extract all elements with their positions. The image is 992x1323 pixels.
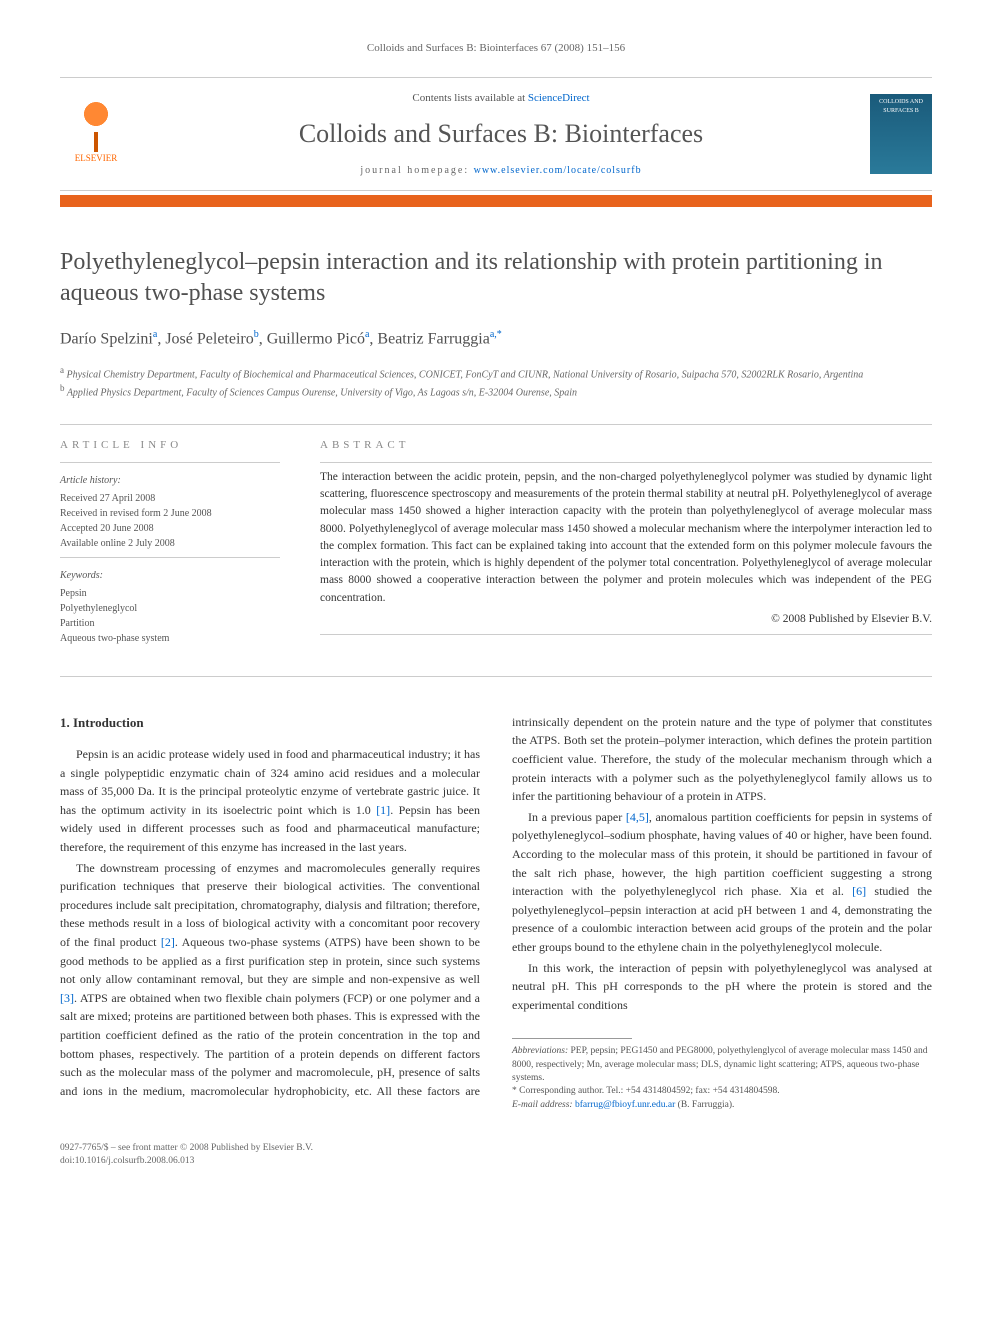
affiliation-a: a Physical Chemistry Department, Faculty… — [60, 364, 932, 382]
citation-45[interactable]: [4,5] — [626, 810, 649, 824]
elsevier-tree-icon — [71, 102, 121, 152]
paragraph-1: Pepsin is an acidic protease widely used… — [60, 745, 480, 857]
footnote-separator — [512, 1038, 632, 1039]
email-link[interactable]: bfarrug@fbioyf.unr.edu.ar — [575, 1100, 675, 1110]
journal-cover-thumbnail: COLLOIDS AND SURFACES B — [870, 94, 932, 174]
info-divider — [60, 462, 280, 463]
abstract-copyright: © 2008 Published by Elsevier B.V. — [320, 611, 932, 628]
abbrev-label: Abbreviations: — [512, 1046, 568, 1056]
contents-line: Contents lists available at ScienceDirec… — [132, 90, 870, 107]
section-divider — [60, 676, 932, 677]
journal-banner: ELSEVIER Contents lists available at Sci… — [60, 77, 932, 192]
history-item-3: Available online 2 July 2008 — [60, 536, 280, 551]
corresponding-mark: * — [497, 329, 502, 340]
journal-homepage-link[interactable]: www.elsevier.com/locate/colsurfb — [474, 165, 642, 176]
p3-text: In a previous paper — [528, 810, 626, 824]
citation-2[interactable]: [2] — [161, 935, 175, 949]
section-divider — [60, 424, 932, 425]
paragraph-3: In a previous paper [4,5], anomalous par… — [512, 808, 932, 957]
author-2: José Peleteiro — [165, 331, 253, 348]
info-divider — [60, 557, 280, 558]
author-4: Beatriz Farruggia — [377, 331, 489, 348]
corr-label: * Corresponding author. — [512, 1086, 606, 1096]
abbreviations-footnote: Abbreviations: PEP, pepsin; PEG1450 and … — [512, 1045, 932, 1085]
homepage-prefix: journal homepage: — [360, 165, 473, 176]
author-1: Darío Spelzini — [60, 331, 153, 348]
keyword-1: Polyethyleneglycol — [60, 601, 280, 616]
keywords-heading: Keywords: — [60, 568, 280, 583]
citation-1[interactable]: [1] — [376, 803, 390, 817]
running-header: Colloids and Surfaces B: Biointerfaces 6… — [60, 40, 932, 57]
section-number: 1. — [60, 715, 70, 730]
corresponding-footnote: * Corresponding author. Tel.: +54 431480… — [512, 1085, 932, 1098]
abstract-text: The interaction between the acidic prote… — [320, 469, 932, 607]
journal-banner-center: Contents lists available at ScienceDirec… — [132, 90, 870, 179]
history-item-2: Accepted 20 June 2008 — [60, 521, 280, 536]
author-4-aff: a, — [490, 329, 497, 340]
journal-homepage-line: journal homepage: www.elsevier.com/locat… — [132, 163, 870, 178]
keyword-3: Aqueous two-phase system — [60, 631, 280, 646]
history-item-1: Received in revised form 2 June 2008 — [60, 506, 280, 521]
article-body: 1. Introduction Pepsin is an acidic prot… — [60, 713, 932, 1112]
history-heading: Article history: — [60, 473, 280, 488]
abstract-divider — [320, 462, 932, 463]
journal-name: Colloids and Surfaces B: Biointerfaces — [132, 114, 870, 153]
publisher-name: ELSEVIER — [75, 152, 118, 166]
author-list: Darío Spelzinia, José Peleteirob, Guille… — [60, 327, 932, 351]
author-2-aff: b — [254, 329, 259, 340]
author-3-aff: a — [365, 329, 369, 340]
info-abstract-row: ARTICLE INFO Article history: Received 2… — [60, 437, 932, 646]
abstract-divider-bottom — [320, 634, 932, 635]
section-title: Introduction — [73, 715, 144, 730]
contents-prefix: Contents lists available at — [412, 92, 527, 104]
author-3: Guillermo Picó — [267, 331, 365, 348]
abstract-block: ABSTRACT The interaction between the aci… — [320, 437, 932, 646]
p4-text: In this work, the interaction of pepsin … — [512, 961, 932, 1012]
keyword-0: Pepsin — [60, 586, 280, 601]
affiliation-a-text: Physical Chemistry Department, Faculty o… — [67, 369, 864, 380]
sciencedirect-link[interactable]: ScienceDirect — [528, 92, 590, 104]
corr-text: Tel.: +54 4314804592; fax: +54 431480459… — [606, 1086, 779, 1096]
doi-line: doi:10.1016/j.colsurfb.2008.06.013 — [60, 1155, 932, 1168]
orange-divider-bar — [60, 195, 932, 207]
citation-6[interactable]: [6] — [852, 884, 866, 898]
abbrev-text: PEP, pepsin; PEG1450 and PEG8000, polyet… — [512, 1046, 927, 1083]
issn-line: 0927-7765/$ – see front matter © 2008 Pu… — [60, 1142, 932, 1155]
article-info-heading: ARTICLE INFO — [60, 437, 280, 454]
email-footnote: E-mail address: bfarrug@fbioyf.unr.edu.a… — [512, 1099, 932, 1112]
affiliations: a Physical Chemistry Department, Faculty… — [60, 364, 932, 401]
citation-3[interactable]: [3] — [60, 991, 74, 1005]
email-label: E-mail address: — [512, 1100, 575, 1110]
keyword-2: Partition — [60, 616, 280, 631]
email-tail: (B. Farruggia). — [675, 1100, 734, 1110]
footer-meta: 0927-7765/$ – see front matter © 2008 Pu… — [60, 1142, 932, 1169]
abstract-heading: ABSTRACT — [320, 437, 932, 454]
section-1-heading: 1. Introduction — [60, 713, 480, 733]
affiliation-b-text: Applied Physics Department, Faculty of S… — [67, 387, 577, 398]
history-item-0: Received 27 April 2008 — [60, 491, 280, 506]
affiliation-b: b Applied Physics Department, Faculty of… — [60, 382, 932, 400]
article-title: Polyethyleneglycol–pepsin interaction an… — [60, 247, 932, 309]
paragraph-4: In this work, the interaction of pepsin … — [512, 959, 932, 1015]
author-1-aff: a — [153, 329, 157, 340]
publisher-logo: ELSEVIER — [60, 94, 132, 174]
article-info-block: ARTICLE INFO Article history: Received 2… — [60, 437, 280, 646]
